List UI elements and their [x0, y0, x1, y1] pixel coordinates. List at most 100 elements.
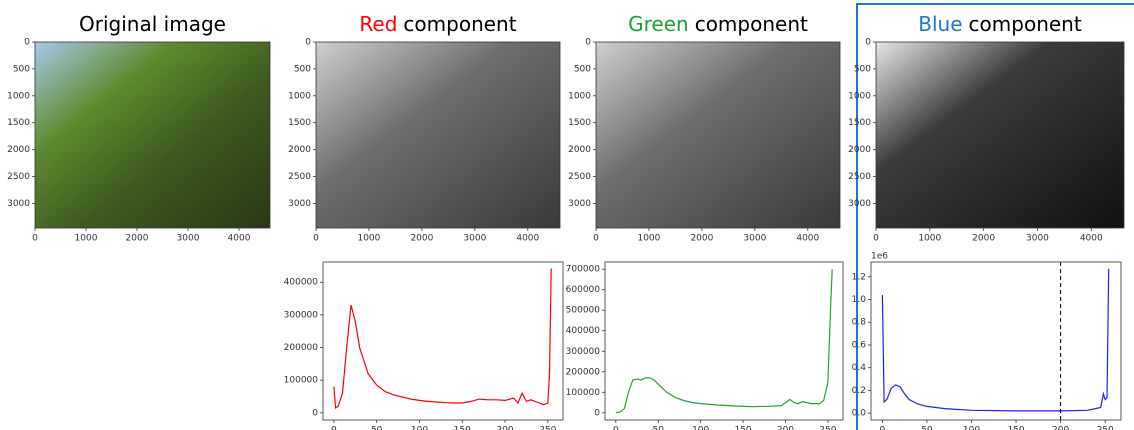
y-tick-label: 1000: [848, 91, 871, 101]
y-tick-label: 0.8: [852, 318, 867, 328]
x-tick-label: 4000: [796, 234, 819, 244]
title-part: component: [403, 12, 516, 36]
y-tick-label: 1500: [288, 118, 311, 128]
x-tick-label: 50: [371, 426, 383, 430]
panel-title: Blue component: [918, 12, 1082, 36]
y-tick-label: 2500: [568, 172, 591, 182]
y-tick-label: 0.2: [852, 386, 866, 396]
y-tick-label: 0: [305, 38, 311, 48]
y-tick-label: 0.4: [852, 363, 867, 373]
y-tick-label: 700000: [566, 265, 601, 275]
axes-frame: [871, 262, 1121, 420]
y-tick-label: 1.2: [852, 272, 866, 282]
image: [876, 42, 1124, 228]
title-part: component: [969, 12, 1082, 36]
offset-label: 1e6: [871, 252, 888, 262]
histogram-line: [616, 269, 832, 413]
y-tick-label: 100000: [284, 376, 319, 386]
y-tick-label: 0: [585, 38, 591, 48]
x-tick-label: 250: [819, 426, 836, 430]
y-tick-label: 200000: [284, 343, 319, 353]
title-part: component: [695, 12, 808, 36]
y-tick-label: 400000: [284, 278, 319, 288]
y-tick-label: 3000: [848, 199, 871, 209]
x-tick-label: 2000: [126, 234, 149, 244]
x-tick-label: 2000: [972, 234, 995, 244]
y-tick-label: 0: [865, 38, 871, 48]
y-tick-label: 100000: [566, 388, 601, 398]
y-tick-label: 1500: [7, 118, 30, 128]
x-tick-label: 150: [734, 426, 751, 430]
x-tick-label: 4000: [516, 234, 539, 244]
y-tick-label: 0: [594, 408, 600, 418]
y-tick-label: 500: [13, 64, 30, 74]
x-tick-label: 1000: [637, 234, 660, 244]
y-tick-label: 500000: [566, 306, 601, 316]
y-tick-label: 300000: [284, 310, 319, 320]
y-tick-label: 500: [294, 64, 311, 74]
histogram-line: [882, 269, 1108, 411]
axes-frame: [605, 262, 843, 420]
x-tick-label: 0: [331, 426, 337, 430]
x-tick-label: 0: [593, 234, 599, 244]
y-tick-label: 300000: [566, 347, 601, 357]
y-tick-label: 2500: [288, 172, 311, 182]
title-part: Green: [628, 12, 689, 36]
y-tick-label: 500: [574, 64, 591, 74]
y-tick-label: 0: [312, 408, 318, 418]
y-tick-label: 2000: [848, 145, 871, 155]
x-tick-label: 1000: [357, 234, 380, 244]
y-tick-label: 2500: [848, 172, 871, 182]
y-tick-label: 0.0: [852, 409, 867, 419]
x-tick-label: 150: [454, 426, 471, 430]
x-tick-label: 0: [313, 234, 319, 244]
x-tick-label: 4000: [1080, 234, 1103, 244]
y-tick-label: 2000: [568, 145, 591, 155]
y-tick-label: 1000: [288, 91, 311, 101]
x-tick-label: 3000: [177, 234, 200, 244]
y-tick-label: 1.0: [852, 295, 867, 305]
x-tick-label: 1000: [918, 234, 941, 244]
panel-title: Original image: [79, 12, 226, 36]
y-tick-label: 2000: [7, 145, 30, 155]
y-tick-label: 400000: [566, 326, 601, 336]
y-tick-label: 1500: [848, 118, 871, 128]
x-tick-label: 0: [613, 426, 619, 430]
x-tick-label: 200: [1052, 426, 1069, 430]
x-tick-label: 250: [1097, 426, 1114, 430]
x-tick-label: 2000: [410, 234, 433, 244]
image: [316, 42, 560, 228]
x-tick-label: 3000: [743, 234, 766, 244]
y-tick-label: 3000: [568, 199, 591, 209]
x-tick-label: 0: [32, 234, 38, 244]
y-tick-label: 3000: [288, 199, 311, 209]
y-tick-label: 3000: [7, 199, 30, 209]
y-tick-label: 0.6: [852, 340, 867, 350]
x-tick-label: 2000: [690, 234, 713, 244]
x-tick-label: 200: [777, 426, 794, 430]
title-part: Blue: [918, 12, 962, 36]
x-tick-label: 50: [653, 426, 665, 430]
x-tick-label: 3000: [463, 234, 486, 244]
x-tick-label: 100: [411, 426, 428, 430]
x-tick-label: 250: [539, 426, 556, 430]
x-tick-label: 100: [963, 426, 980, 430]
y-tick-label: 0: [24, 38, 30, 48]
y-tick-label: 500: [854, 64, 871, 74]
title-part: Original image: [79, 12, 226, 36]
histogram-line: [334, 269, 552, 408]
x-tick-label: 0: [873, 234, 879, 244]
y-tick-label: 200000: [566, 367, 601, 377]
y-tick-label: 1000: [568, 91, 591, 101]
x-tick-label: 100: [692, 426, 709, 430]
x-tick-label: 200: [496, 426, 513, 430]
y-tick-label: 1500: [568, 118, 591, 128]
x-tick-label: 150: [1007, 426, 1024, 430]
y-tick-label: 1000: [7, 91, 30, 101]
x-tick-label: 1000: [75, 234, 98, 244]
y-tick-label: 2500: [7, 172, 30, 182]
image: [596, 42, 840, 228]
image: [35, 42, 270, 228]
